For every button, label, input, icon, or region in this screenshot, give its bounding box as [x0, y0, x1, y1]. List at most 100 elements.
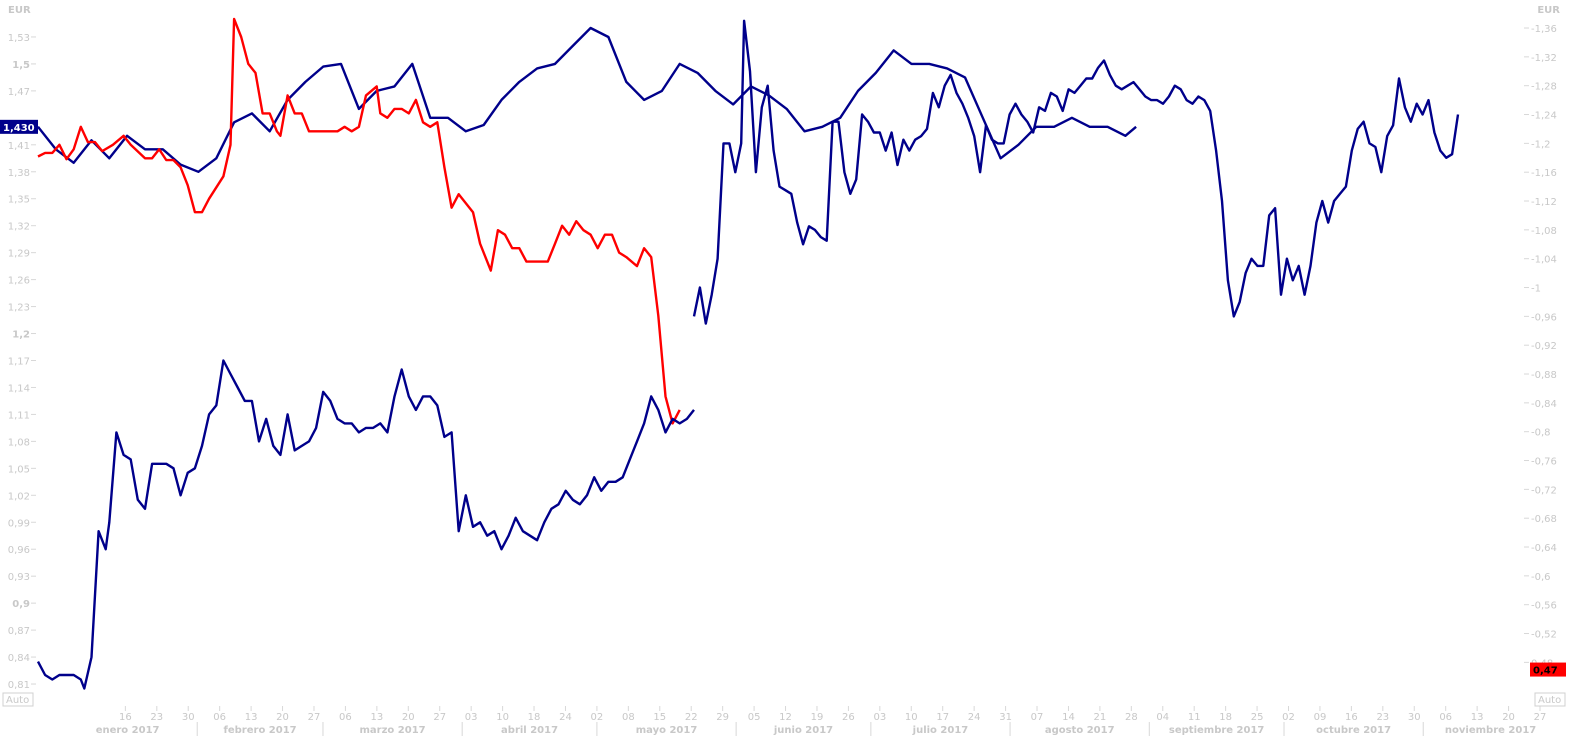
x-tick-label: 23 [150, 712, 163, 723]
right-tick-label: -0,96 [1531, 312, 1557, 323]
left-tick-label: 1,47 [8, 87, 30, 98]
x-tick-label: 03 [873, 712, 886, 723]
x-tick-label: 13 [245, 712, 258, 723]
axes-layer [31, 27, 1541, 736]
x-tick-label: 13 [370, 712, 383, 723]
series-line-2 [36, 359, 695, 690]
right-auto-scale-box [1534, 692, 1566, 707]
labels-layer: EUR EUR 0,81 0,84 0,87 0,9 0,93 0,96 0,99 1,02 1,0… [0, 5, 1566, 736]
month-label: agosto 2017 [1045, 725, 1115, 736]
x-tick-label: 29 [716, 712, 729, 723]
left-tick-label: 0,81 [8, 680, 30, 691]
left-tick-label: 1,35 [8, 195, 30, 206]
right-tick-label: -0,84 [1531, 399, 1557, 410]
month-label: octubre 2017 [1316, 725, 1391, 736]
right-tick-label: -0,88 [1531, 370, 1557, 381]
right-tick-label: -0,68 [1531, 514, 1557, 525]
x-tick-label: 27 [1534, 712, 1547, 723]
right-tick-label: -0,6 [1531, 572, 1551, 583]
right-tick-label: -0,8 [1531, 428, 1551, 439]
x-tick-label: 03 [465, 712, 478, 723]
x-tick-label: 06 [213, 712, 226, 723]
left-tick-label: 1,08 [8, 437, 30, 448]
month-label: noviembre 2017 [1445, 725, 1536, 736]
right-tick-label: -1,28 [1531, 82, 1557, 93]
right-current-value-label: 0,47 [1533, 666, 1558, 677]
left-tick-label: 1,2 [12, 330, 30, 341]
left-tick-label: 1,53 [8, 33, 30, 44]
left-auto-scale-box [2, 692, 34, 707]
month-label: enero 2017 [96, 725, 160, 736]
month-label: septiembre 2017 [1169, 725, 1265, 736]
left-tick-label: 0,9 [12, 599, 30, 610]
left-tick-label: 1,29 [8, 249, 30, 260]
left-current-value-label: 1,430 [3, 123, 35, 134]
x-tick-label: 17 [936, 712, 949, 723]
x-tick-label: 05 [748, 712, 761, 723]
left-axis-unit: EUR [8, 5, 31, 16]
x-tick-label: 21 [1094, 712, 1107, 723]
left-tick-label: 0,93 [8, 572, 30, 583]
right-tick-label: -1,16 [1531, 168, 1557, 179]
right-tick-label: -0,72 [1531, 485, 1557, 496]
left-tick-label: 1,5 [12, 60, 30, 71]
x-tick-label: 11 [1188, 712, 1201, 723]
series-layer [36, 17, 1460, 690]
right-tick-label: -1 [1531, 284, 1541, 295]
right-tick-label: -1,04 [1531, 255, 1557, 266]
x-tick-label: 07 [1031, 712, 1044, 723]
x-tick-label: 08 [622, 712, 635, 723]
x-tick-label: 02 [591, 712, 604, 723]
right-tick-label: -0,76 [1531, 457, 1557, 468]
x-tick-label: 30 [182, 712, 195, 723]
left-tick-label: 0,96 [8, 545, 30, 556]
left-tick-label: 1,26 [8, 276, 30, 287]
x-tick-label: 20 [1502, 712, 1515, 723]
right-tick-label: -1,32 [1531, 53, 1557, 64]
x-tick-label: 22 [685, 712, 698, 723]
right-tick-label: -0,92 [1531, 341, 1557, 352]
right-tick-label: -0,52 [1531, 630, 1557, 641]
month-label: febrero 2017 [224, 725, 297, 736]
x-tick-label: 15 [653, 712, 666, 723]
right-current-value-tag [1530, 662, 1566, 677]
left-tick-label: 1,41 [8, 141, 30, 152]
left-tick-label: 1,05 [8, 464, 30, 475]
left-tick-label: 0,99 [8, 518, 30, 529]
x-tick-label: 18 [528, 712, 541, 723]
right-tick-label: -1,08 [1531, 226, 1557, 237]
right-auto-scale-label: Auto [1538, 695, 1561, 706]
series-line-3 [692, 19, 1460, 325]
x-tick-label: 12 [779, 712, 792, 723]
right-tick-label: -1,24 [1531, 111, 1557, 122]
x-tick-label: 27 [308, 712, 321, 723]
right-axis-unit: EUR [1537, 5, 1560, 16]
left-tick-label: 0,87 [8, 626, 30, 637]
left-tick-label: 1,17 [8, 356, 30, 367]
x-tick-label: 18 [1219, 712, 1232, 723]
right-tick-label: -1,2 [1531, 139, 1551, 150]
x-tick-label: 24 [559, 712, 572, 723]
right-tick-label: -1,36 [1531, 24, 1557, 35]
series-line-0 [37, 26, 1137, 173]
x-tick-label: 28 [1125, 712, 1138, 723]
x-tick-label: 10 [496, 712, 509, 723]
x-tick-label: 24 [968, 712, 981, 723]
month-label: marzo 2017 [360, 725, 426, 736]
month-label: mayo 2017 [636, 725, 698, 736]
x-tick-label: 20 [402, 712, 415, 723]
x-tick-label: 30 [1408, 712, 1421, 723]
x-tick-label: 26 [842, 712, 855, 723]
x-tick-label: 06 [1439, 712, 1452, 723]
left-tick-label: 1,38 [8, 168, 30, 179]
left-tick-label: 1,32 [8, 222, 30, 233]
x-tick-label: 13 [1471, 712, 1484, 723]
x-tick-label: 09 [1314, 712, 1327, 723]
x-tick-label: 16 [1345, 712, 1358, 723]
left-tick-label: 1,11 [8, 410, 30, 421]
x-tick-label: 06 [339, 712, 352, 723]
x-tick-label: 02 [1282, 712, 1295, 723]
left-auto-scale-label: Auto [6, 695, 29, 706]
